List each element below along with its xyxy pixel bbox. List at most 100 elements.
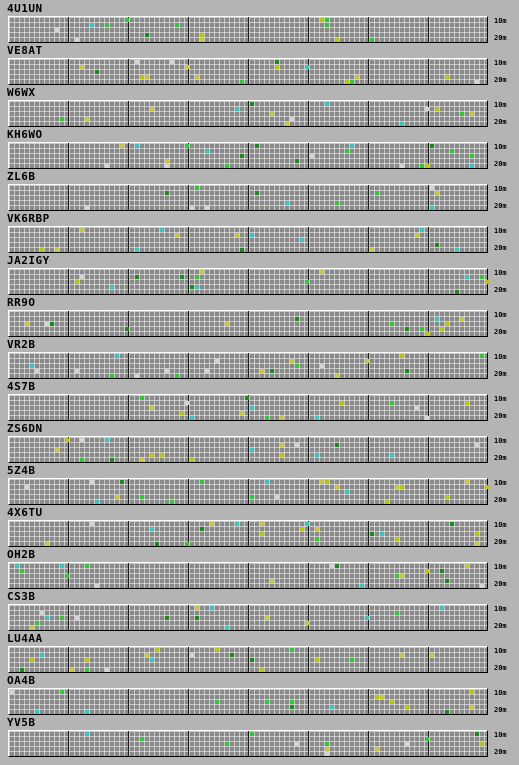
band-label-10m: 10m [494, 227, 507, 235]
signal-cell [75, 369, 79, 373]
signal-cell [255, 144, 259, 148]
signal-cell [85, 206, 89, 210]
signal-cell [145, 653, 149, 657]
hour-divider [68, 731, 69, 756]
signal-cell [140, 458, 144, 462]
signal-cell [420, 327, 424, 331]
hour-divider [128, 479, 129, 504]
signal-cell [225, 742, 229, 746]
hour-divider [188, 311, 189, 336]
signal-cell [200, 33, 204, 37]
signal-cell [270, 112, 274, 116]
hour-divider [368, 353, 369, 378]
signal-cell [445, 579, 449, 583]
signal-cell [405, 369, 409, 373]
propagation-grid[interactable] [8, 100, 488, 127]
propagation-grid[interactable] [8, 58, 488, 85]
signal-cell [295, 317, 299, 321]
signal-cell [55, 448, 59, 452]
hour-divider [188, 17, 189, 42]
propagation-grid[interactable] [8, 520, 488, 547]
hour-divider [128, 563, 129, 588]
signal-cell [30, 364, 34, 368]
signal-cell [425, 164, 429, 168]
signal-cell [150, 527, 154, 531]
propagation-grid[interactable] [8, 562, 488, 589]
signal-cell [340, 401, 344, 405]
signal-cell [445, 710, 449, 714]
signal-cell [35, 710, 39, 714]
signal-cell [225, 322, 229, 326]
propagation-grid[interactable] [8, 310, 488, 337]
propagation-grid[interactable] [8, 352, 488, 379]
signal-cell [310, 154, 314, 158]
grid-cells [9, 479, 489, 504]
band-label-10m: 10m [494, 395, 507, 403]
station-callsign: VK6RBP [7, 212, 50, 225]
propagation-grid[interactable] [8, 730, 488, 757]
band-label-20m: 20m [494, 370, 507, 378]
signal-cell [265, 480, 269, 484]
hour-divider [368, 563, 369, 588]
hour-divider [368, 395, 369, 420]
hour-divider [308, 353, 309, 378]
signal-cell [330, 705, 334, 709]
signal-cell [315, 416, 319, 420]
propagation-grid[interactable] [8, 478, 489, 505]
signal-cell [195, 616, 199, 620]
signal-cell [225, 164, 229, 168]
hour-divider [188, 479, 189, 504]
hour-divider [128, 521, 129, 546]
station-callsign: VE8AT [7, 44, 43, 57]
propagation-grid[interactable] [8, 436, 488, 463]
signal-cell [160, 228, 164, 232]
hour-divider [308, 185, 309, 210]
signal-cell [55, 248, 59, 252]
signal-cell [300, 238, 304, 242]
station-row: KH6WO 10m 20m [7, 129, 517, 169]
propagation-grid[interactable] [8, 646, 488, 673]
hour-divider [308, 59, 309, 84]
signal-cell [40, 248, 44, 252]
signal-cell [325, 23, 329, 27]
signal-cell [210, 522, 214, 526]
signal-cell [255, 191, 259, 195]
propagation-grid[interactable] [8, 16, 488, 43]
grid-cells [9, 731, 487, 756]
hour-divider [368, 311, 369, 336]
hour-divider [248, 479, 249, 504]
band-label-20m: 20m [494, 748, 507, 756]
signal-cell [55, 28, 59, 32]
propagation-grid[interactable] [8, 604, 488, 631]
signal-cell [110, 374, 114, 378]
band-label-10m: 10m [494, 605, 507, 613]
station-callsign: ZL6B [7, 170, 36, 183]
propagation-grid[interactable] [8, 394, 488, 421]
signal-cell [165, 369, 169, 373]
signal-cell [335, 374, 339, 378]
signal-cell [475, 80, 479, 84]
station-row: OA4B 10m 20m [7, 675, 517, 715]
signal-cell [125, 327, 129, 331]
propagation-grid[interactable] [8, 226, 488, 253]
station-row: 4S7B 10m 20m [7, 381, 517, 421]
station-row: 5Z4B 10m 20m [7, 465, 517, 505]
signal-cell [205, 369, 209, 373]
signal-cell [105, 164, 109, 168]
hour-divider [368, 269, 369, 294]
hour-divider [68, 689, 69, 714]
signal-cell [245, 396, 249, 400]
signal-cell [110, 458, 114, 462]
signal-cell [95, 500, 99, 504]
propagation-grid[interactable] [8, 268, 489, 295]
propagation-grid[interactable] [8, 688, 488, 715]
propagation-grid[interactable] [8, 142, 488, 169]
propagation-grid[interactable] [8, 184, 488, 211]
station-row: CS3B 10m 20m [7, 591, 517, 631]
signal-cell [260, 522, 264, 526]
signal-cell [240, 411, 244, 415]
signal-cell [75, 280, 79, 284]
signal-cell [430, 144, 434, 148]
hour-divider [308, 227, 309, 252]
signal-cell [265, 616, 269, 620]
